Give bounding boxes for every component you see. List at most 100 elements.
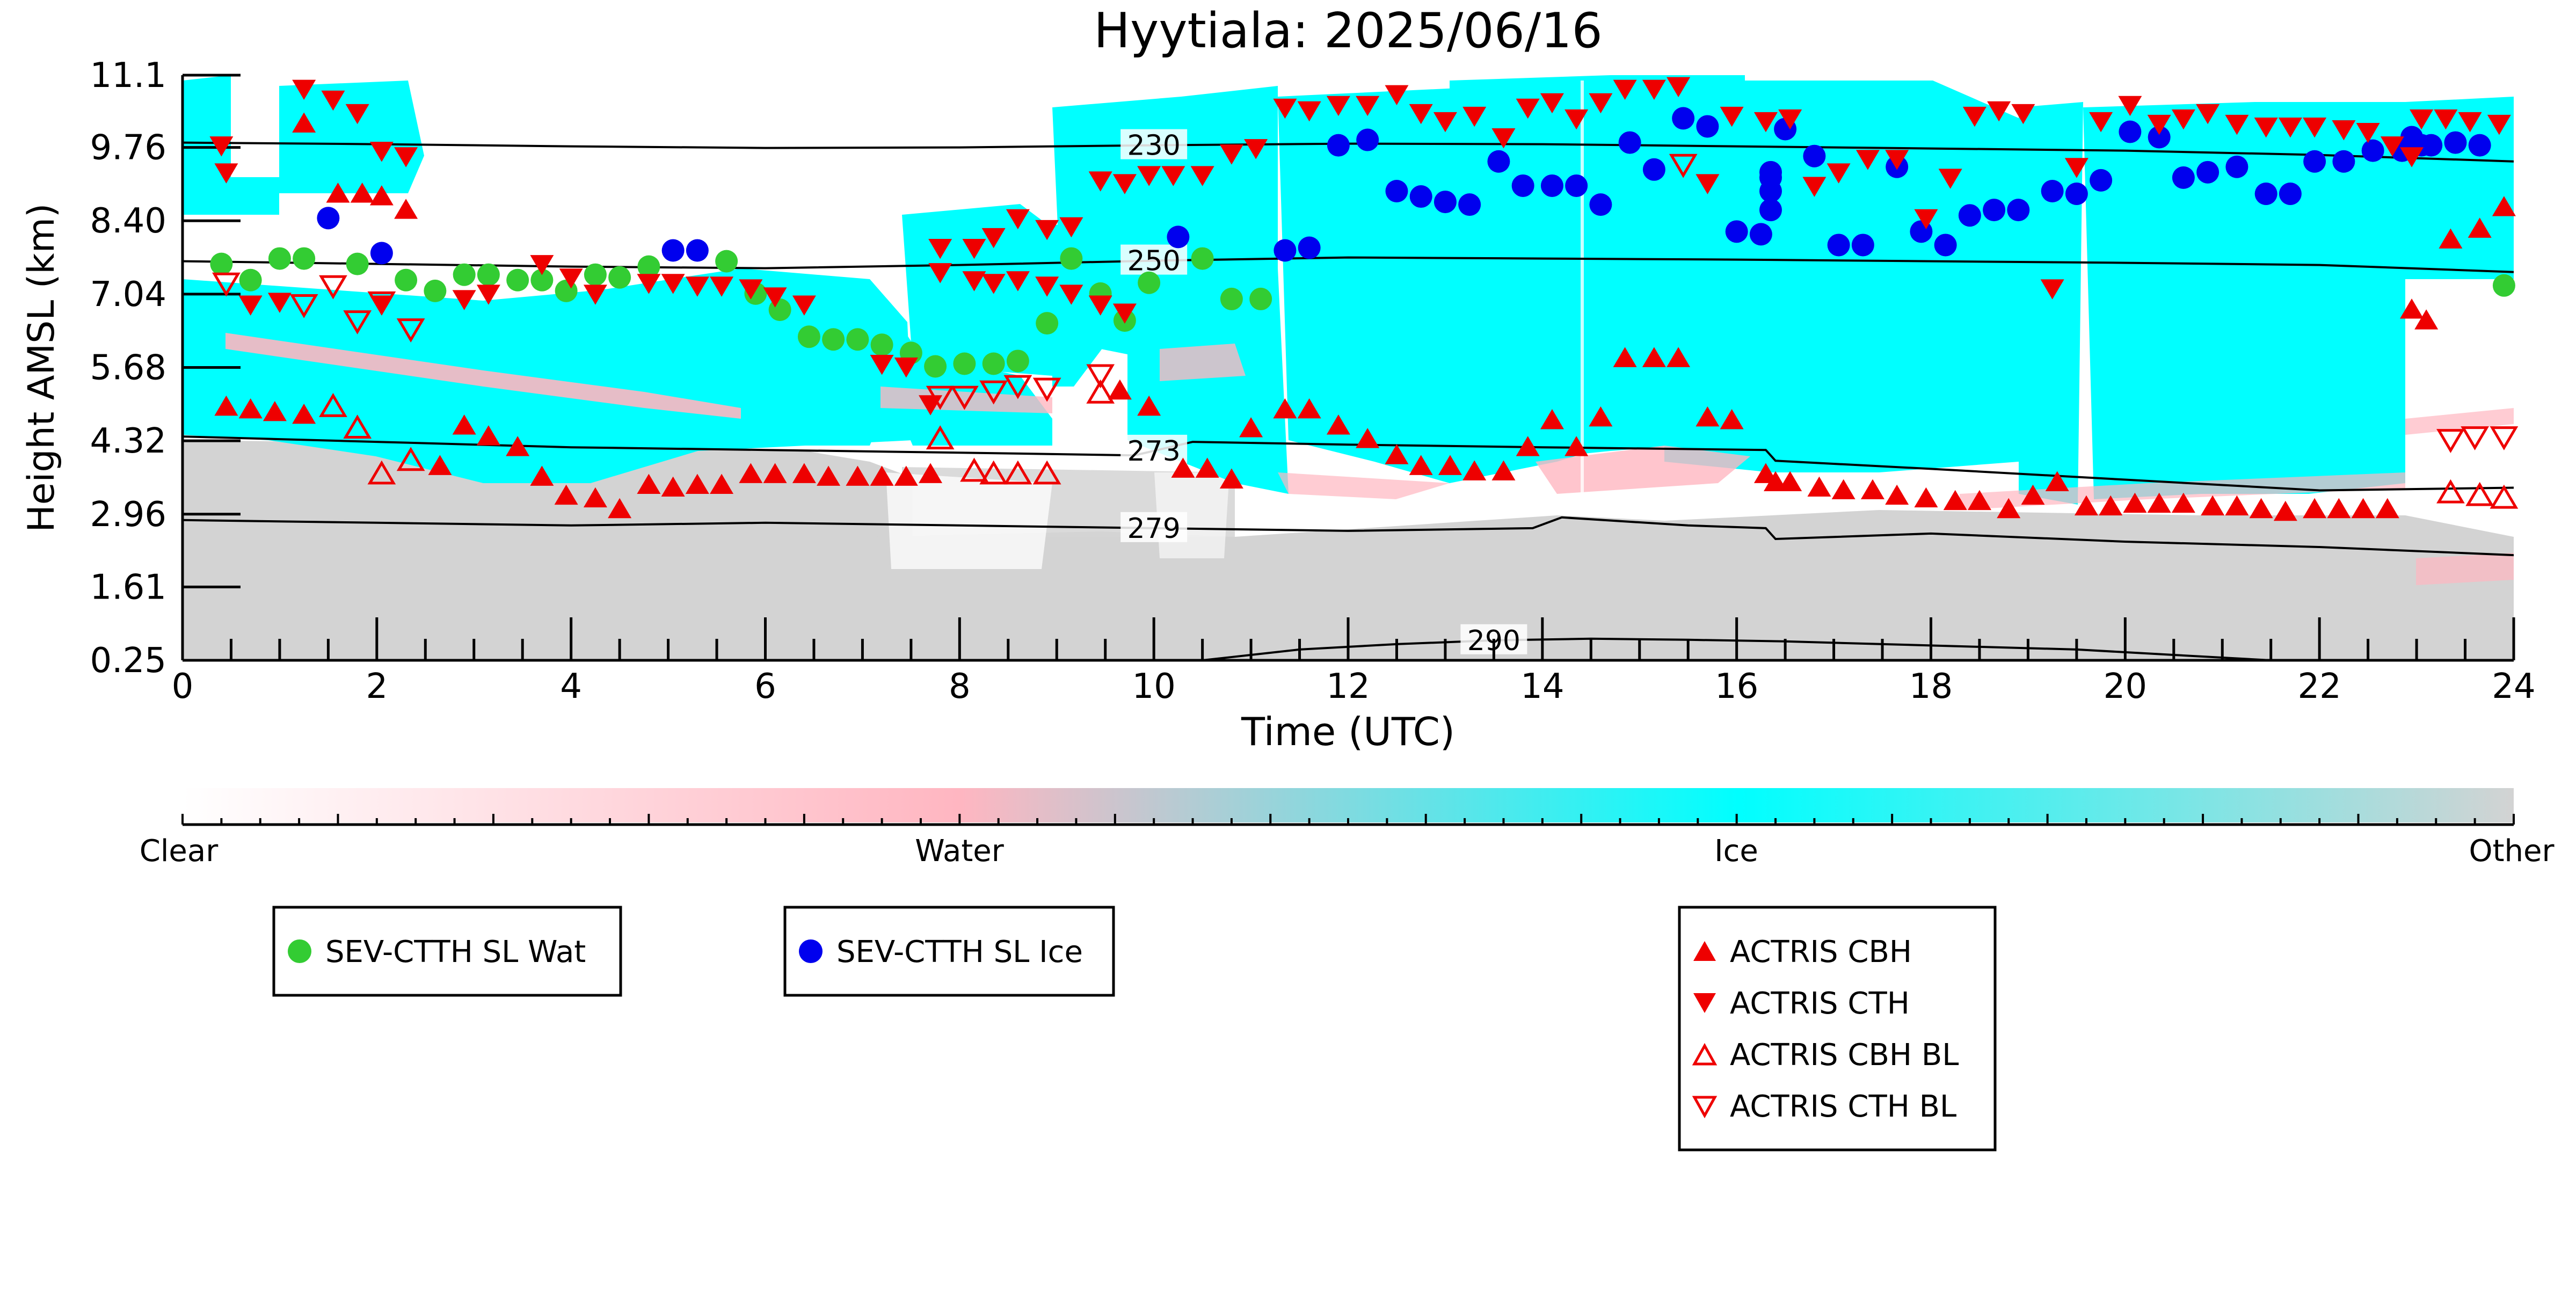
- point-actris-cth: [369, 142, 394, 162]
- point-sev-ctth-sl-ice: [370, 242, 393, 265]
- point-actris-cbh: [530, 465, 554, 486]
- point-actris-cth-bl: [289, 294, 318, 318]
- point-actris-cbh: [583, 487, 607, 508]
- point-actris-cbh: [2439, 228, 2463, 249]
- point-actris-cbh: [1385, 444, 1409, 464]
- point-actris-cbh: [1943, 490, 1967, 511]
- point-sev-ctth-sl-ice: [1803, 144, 1826, 167]
- point-sev-ctth-sl-ice: [1167, 225, 1190, 249]
- x-tick-label: 4: [560, 667, 582, 706]
- point-sev-ctth-sl-wat: [584, 263, 607, 286]
- point-sev-ctth-sl-wat: [1060, 247, 1083, 270]
- point-actris-cth: [710, 276, 734, 297]
- point-actris-cth: [763, 287, 787, 308]
- point-sev-ctth-sl-ice: [1327, 134, 1350, 157]
- point-actris-cth: [928, 238, 952, 259]
- point-actris-cbh: [452, 414, 476, 435]
- y-tick-label: 11.1: [90, 56, 167, 96]
- point-actris-cth: [1753, 112, 1778, 133]
- point-sev-ctth-sl-wat: [870, 333, 893, 356]
- legend-box: [1678, 906, 1997, 1151]
- point-actris-cbh: [1720, 409, 1744, 429]
- contour-label-bg: [1120, 434, 1188, 465]
- point-actris-cth: [1219, 144, 1243, 165]
- point-actris-cth: [1409, 104, 1433, 125]
- point-sev-ctth-sl-ice: [1958, 204, 1981, 227]
- point-sev-ctth-sl-ice: [1565, 174, 1588, 197]
- point-actris-cth: [1720, 106, 1744, 127]
- point-actris-cbh: [428, 455, 452, 475]
- point-actris-cbh: [763, 463, 787, 483]
- point-actris-cbh: [608, 498, 632, 519]
- point-actris-cbh: [2351, 498, 2375, 519]
- legend-marker-cth: [1693, 993, 1716, 1013]
- point-actris-cth-bl: [343, 310, 372, 334]
- point-actris-cth: [345, 104, 369, 125]
- point-actris-cth: [2303, 117, 2327, 138]
- point-actris-cth: [1326, 96, 1350, 116]
- point-actris-cth: [2225, 114, 2249, 135]
- point-actris-cth-bl: [1669, 154, 1698, 178]
- colorbar-ticks: [181, 814, 2515, 825]
- point-sev-ctth-sl-wat: [477, 263, 500, 286]
- point-actris-cth: [870, 354, 894, 375]
- point-actris-cbh: [817, 465, 841, 486]
- point-actris-cbh: [2021, 484, 2045, 505]
- point-actris-cth: [2171, 109, 2195, 130]
- point-actris-cbh: [1195, 457, 1219, 478]
- point-sev-ctth-sl-ice: [2444, 131, 2467, 154]
- x-tick-label: 2: [366, 667, 388, 706]
- point-actris-cth: [2332, 120, 2356, 141]
- x-tick-label: 20: [2104, 667, 2147, 706]
- point-sev-ctth-sl-wat: [1249, 287, 1272, 310]
- point-actris-cth: [792, 295, 816, 316]
- point-actris-cbh: [1516, 436, 1540, 456]
- point-actris-cbh: [1860, 479, 1884, 500]
- point-sev-ctth-sl-ice: [2090, 169, 2113, 192]
- point-actris-cth: [1462, 106, 1487, 127]
- point-actris-cbh: [739, 463, 763, 483]
- point-actris-cbh: [2273, 500, 2297, 521]
- point-actris-cbh: [1831, 479, 1855, 500]
- contour-250: [183, 256, 2514, 273]
- point-actris-cbh: [1642, 347, 1666, 367]
- point-actris-cth: [2089, 112, 2113, 133]
- point-actris-cth: [583, 285, 607, 305]
- point-sev-ctth-sl-ice: [2041, 179, 2064, 202]
- point-actris-cbh: [554, 484, 578, 505]
- point-sev-ctth-sl-wat: [268, 247, 291, 270]
- point-actris-cbh: [1137, 395, 1161, 416]
- point-actris-cbh: [1564, 436, 1589, 456]
- point-actris-cth: [981, 228, 1006, 249]
- y-tick-label: 2.96: [90, 495, 167, 535]
- point-sev-ctth-sl-wat: [924, 355, 947, 378]
- point-sev-ctth-sl-ice: [2279, 183, 2302, 206]
- point-actris-cth: [1059, 217, 1083, 238]
- point-actris-cbh: [1297, 398, 1321, 419]
- point-actris-cth: [2064, 158, 2089, 178]
- point-actris-cth-bl: [1032, 377, 1061, 402]
- point-actris-cbh: [1667, 347, 1691, 367]
- point-actris-cbh: [238, 398, 263, 419]
- point-actris-cbh: [263, 400, 287, 421]
- contour-279: [183, 516, 2514, 557]
- point-sev-ctth-sl-ice: [2065, 183, 2088, 206]
- contour-label-bg: [1120, 129, 1188, 159]
- legend-box: [783, 906, 1115, 997]
- point-actris-cth: [1589, 93, 1613, 114]
- point-actris-cbh: [1273, 398, 1297, 419]
- point-actris-cbh: [506, 436, 530, 456]
- point-actris-cth: [214, 163, 238, 184]
- colorbar-label-other: Other: [2469, 834, 2555, 869]
- y-tick-label: 4.32: [90, 421, 167, 461]
- colorbar: Clear Water Ice Other: [140, 788, 2555, 869]
- point-actris-cth: [1297, 101, 1321, 122]
- point-actris-cth: [1855, 150, 1880, 170]
- point-sev-ctth-sl-wat: [424, 279, 447, 302]
- point-actris-cbh: [326, 183, 350, 203]
- point-actris-cbh: [476, 425, 500, 446]
- point-actris-cth: [1987, 101, 2011, 122]
- point-actris-cbh: [1695, 406, 1720, 427]
- point-actris-cbh: [394, 199, 418, 219]
